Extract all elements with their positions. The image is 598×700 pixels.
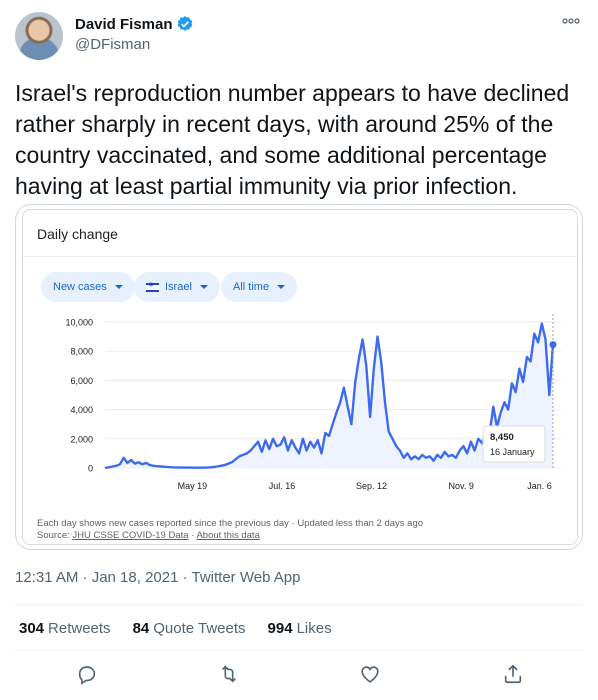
x-tick-label: Nov. 9 — [448, 481, 473, 491]
display-name[interactable]: David Fisman — [75, 15, 173, 33]
quotes-count: 84 — [132, 620, 150, 637]
source-line: Source: JHU CSSE COVID-19 Data · About t… — [37, 530, 260, 541]
name-row: David Fisman — [75, 15, 194, 33]
chip-new-cases[interactable]: New cases — [41, 272, 135, 302]
hover-point — [549, 341, 557, 349]
divider — [15, 650, 583, 651]
likes-stat[interactable]: 994 Likes — [268, 620, 332, 637]
cases-line-chart[interactable]: 0 2,000 4,000 6,000 8,000 10,000 May 19 Jul. 16… — [23, 310, 579, 506]
x-tick-label: Jul. 16 — [269, 481, 296, 491]
verified-badge-icon — [177, 16, 192, 31]
quotes-label: Quote Tweets — [153, 620, 246, 637]
source-prefix: Source: — [37, 530, 70, 541]
tweet-timestamp[interactable]: 12:31 AM · Jan 18, 2021 · Twitter Web Ap… — [15, 569, 301, 586]
y-tick-label: 10,000 — [65, 318, 93, 328]
y-tick-label: 2,000 — [70, 434, 93, 444]
retweets-label: Retweets — [48, 620, 111, 637]
tweet-media[interactable]: Daily change New cases Israel All time 0… — [15, 204, 583, 550]
retweets-count: 304 — [19, 620, 45, 637]
tweet-stats: 304 Retweets 84 Quote Tweets 994 Likes — [19, 620, 332, 637]
source-link[interactable]: JHU CSSE COVID-19 Data — [72, 530, 189, 541]
x-tick-label: Jan. 6 — [527, 481, 552, 491]
y-tick-label: 0 — [88, 464, 93, 474]
y-tick-label: 8,000 — [70, 347, 93, 357]
quotes-stat[interactable]: 84 Quote Tweets — [133, 620, 246, 637]
divider — [15, 604, 583, 605]
likes-label: Likes — [296, 620, 332, 637]
tooltip-box — [482, 425, 546, 463]
chip-time-range[interactable]: All time — [221, 272, 298, 302]
chip-country[interactable]: Israel — [134, 272, 220, 302]
card-footnote: Each day shows new cases reported since … — [37, 518, 423, 542]
y-tick-label: 6,000 — [70, 376, 93, 386]
x-tick-label: May 19 — [178, 481, 208, 491]
chip-label: All time — [233, 281, 270, 293]
chip-label: New cases — [53, 281, 107, 293]
x-tick-label: Sep. 12 — [356, 481, 387, 491]
tweet-text: Israel's reproduction number appears to … — [15, 80, 570, 199]
chevron-down-icon — [199, 285, 208, 289]
chip-label: Israel — [165, 281, 192, 293]
footnote-text: Each day shows new cases reported since … — [37, 518, 424, 529]
y-tick-label: 4,000 — [70, 405, 93, 415]
flag-icon — [146, 281, 159, 292]
series-line — [104, 322, 555, 470]
card-divider — [23, 256, 577, 257]
retweet-icon[interactable] — [218, 663, 240, 685]
handle[interactable]: @DFisman — [75, 36, 151, 53]
avatar[interactable] — [15, 12, 63, 60]
tooltip-value: 8,450 — [490, 432, 514, 443]
tweet-header: David Fisman @DFisman — [15, 12, 583, 62]
retweets-stat[interactable]: 304 Retweets — [19, 620, 111, 637]
about-link[interactable]: About this data — [196, 530, 260, 541]
likes-count: 994 — [267, 620, 293, 637]
tweet-actions — [0, 663, 598, 689]
share-icon[interactable] — [502, 663, 524, 685]
chart-card: Daily change New cases Israel All time 0… — [22, 209, 578, 545]
chevron-down-icon — [277, 285, 286, 289]
card-title: Daily change — [37, 226, 118, 242]
more-icon[interactable] — [561, 16, 581, 26]
like-icon[interactable] — [359, 663, 381, 685]
reply-icon[interactable] — [76, 663, 98, 685]
chevron-down-icon — [114, 285, 123, 289]
tooltip-date: 16 January — [490, 447, 535, 457]
